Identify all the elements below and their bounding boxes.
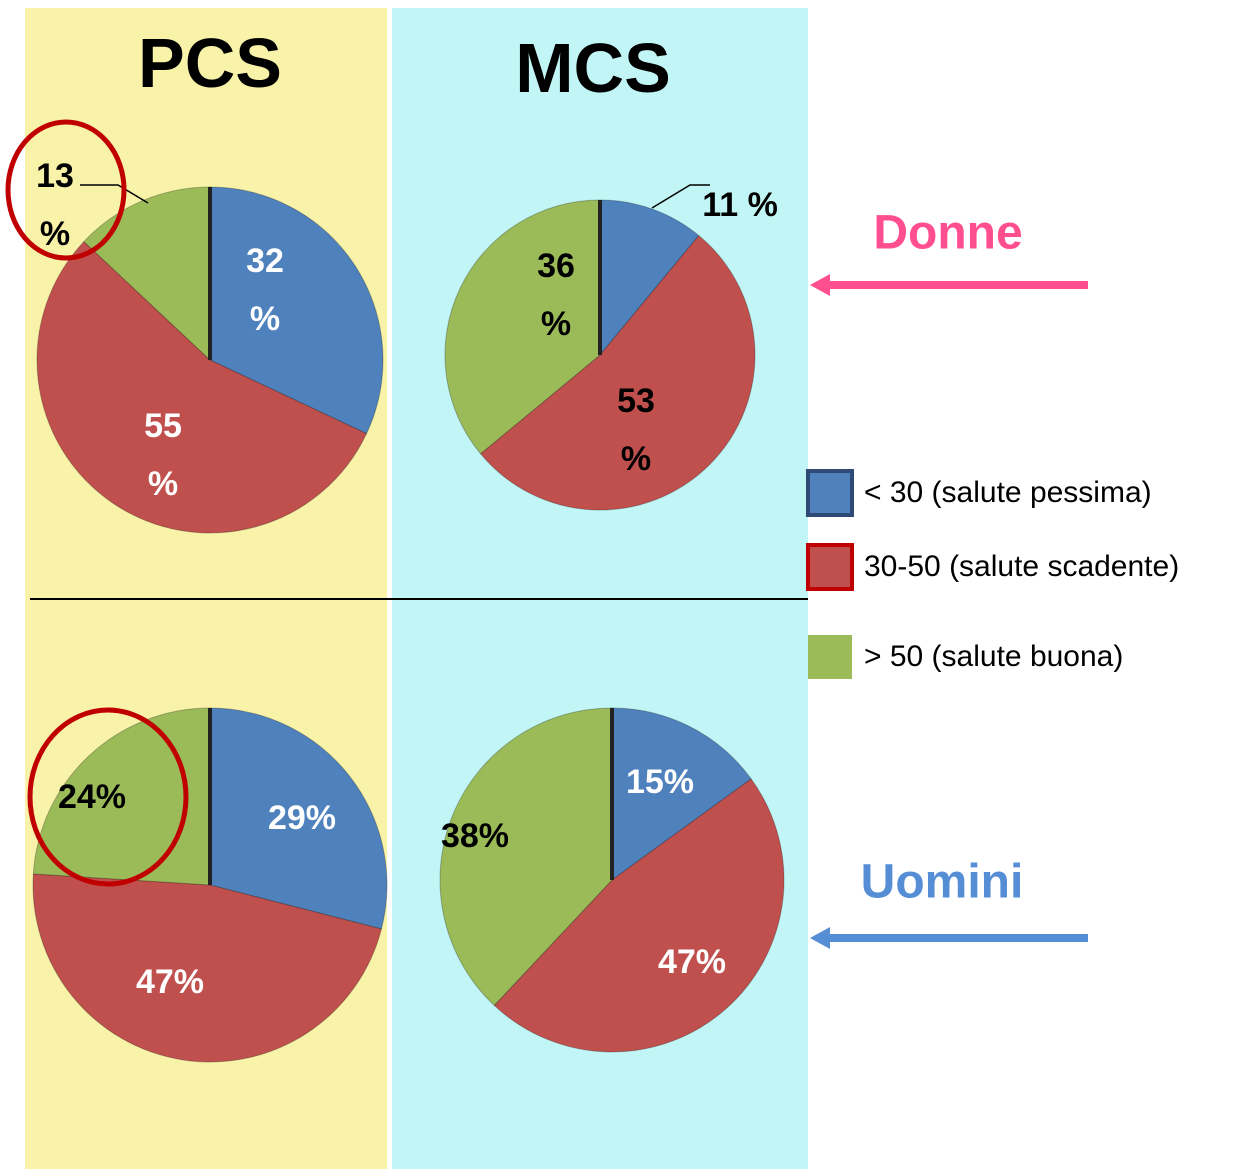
legend-swatch xyxy=(806,469,854,517)
pie-slice xyxy=(209,707,388,930)
data-label: 53 % xyxy=(617,382,655,478)
data-label: 32 % xyxy=(246,242,284,338)
pie-slice xyxy=(479,234,756,511)
data-label: 47% xyxy=(657,943,727,981)
leader-line xyxy=(651,184,710,209)
legend-swatch xyxy=(808,635,852,679)
pie-slice xyxy=(36,240,368,534)
arrow-head xyxy=(810,274,830,296)
leader-line xyxy=(80,184,149,204)
data-label: 15% xyxy=(625,763,695,801)
arrow-head xyxy=(810,927,830,949)
data-label: 29% xyxy=(267,799,337,837)
row-label: Donne xyxy=(873,206,1023,260)
data-label: 38% xyxy=(440,817,510,855)
legend-label: < 30 (salute pessima) xyxy=(864,476,1152,509)
pie-slice xyxy=(209,186,384,435)
pie-slice xyxy=(439,707,613,1007)
pie-slice xyxy=(611,707,752,881)
highlight-circle xyxy=(5,119,127,261)
data-label: 47% xyxy=(135,963,205,1001)
data-label: 36 % xyxy=(537,247,575,343)
legend-label: 30-50 (salute scadente) xyxy=(864,550,1180,583)
highlight-circle xyxy=(27,707,189,887)
pie-slice xyxy=(493,778,785,1053)
data-label: 24% xyxy=(57,778,127,816)
pie-slice xyxy=(32,707,211,886)
pie-slice xyxy=(32,873,383,1063)
row-label: Uomini xyxy=(860,855,1024,909)
data-label: 13 % xyxy=(36,157,74,253)
data-label: 11 % xyxy=(702,186,778,224)
column-title: MCS xyxy=(515,29,671,107)
column-title: PCS xyxy=(138,24,282,102)
pie-slice xyxy=(599,199,700,357)
pie-slice xyxy=(444,199,601,455)
legend-swatch xyxy=(806,543,854,591)
data-label: 55 % xyxy=(144,407,182,503)
legend-label: > 50 (salute buona) xyxy=(864,640,1124,673)
